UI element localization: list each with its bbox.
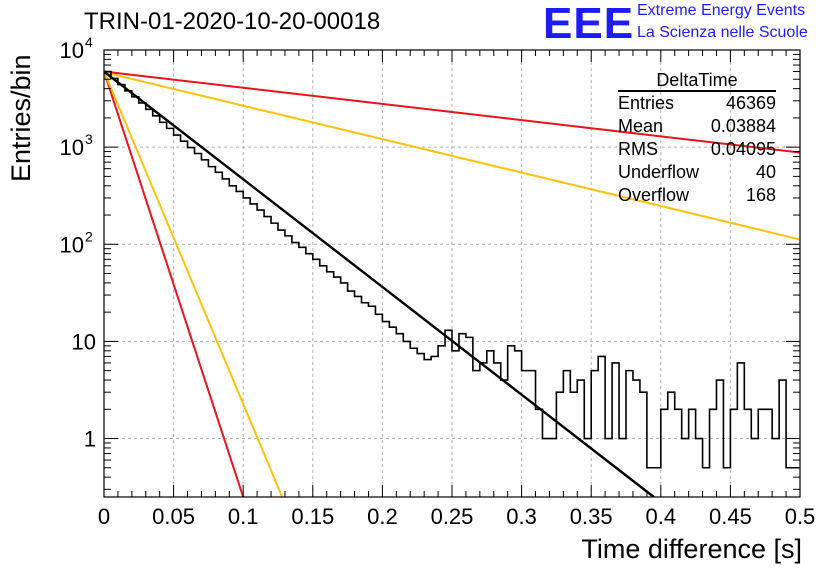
stats-label: RMS xyxy=(618,139,658,159)
stats-value: 0.03884 xyxy=(710,116,776,136)
x-tick-label: 0.15 xyxy=(291,504,334,529)
stats-box: DeltaTime Entries 46369 Mean 0.03884 RMS… xyxy=(612,70,776,207)
axis-ticks xyxy=(103,49,801,497)
x-tick-label: 0.45 xyxy=(709,504,752,529)
stats-row: Underflow 40 xyxy=(612,161,776,184)
y-tick-exponent: 2 xyxy=(85,228,93,244)
stats-label: Mean xyxy=(618,116,664,136)
x-tick-label: 0.05 xyxy=(152,504,195,529)
histogram xyxy=(104,70,800,469)
stats-label: Underflow xyxy=(618,162,700,182)
red-guide-line xyxy=(104,71,245,497)
stats-row: RMS 0.04095 xyxy=(612,138,776,161)
guide-lines xyxy=(104,70,800,497)
x-tick-label: 0.25 xyxy=(431,504,474,529)
y-tick-exponent: 3 xyxy=(85,131,93,147)
stats-value: 168 xyxy=(745,185,776,205)
logo-line-1: Extreme Energy Events xyxy=(637,2,806,19)
x-tick-label: 0.35 xyxy=(570,504,613,529)
yellow-guide-line xyxy=(104,71,284,497)
x-tick-label: 0.4 xyxy=(646,504,677,529)
y-tick-label: 10 xyxy=(72,329,96,354)
x-tick-label: 0.5 xyxy=(785,504,816,529)
logo-line-2: La Scienza nelle Scuole xyxy=(637,24,808,41)
y-tick-label: 1 xyxy=(84,427,96,452)
eee-logo: EEE xyxy=(543,0,635,48)
stats-value: 0.04095 xyxy=(710,139,776,159)
chart-title: TRIN-01-2020-10-20-00018 xyxy=(84,8,381,35)
x-tick-label: 0.1 xyxy=(228,504,259,529)
x-axis-label: Time difference [s] xyxy=(581,534,802,564)
stats-title: DeltaTime xyxy=(618,70,776,92)
stats-label: Overflow xyxy=(618,185,690,205)
fit-line xyxy=(104,70,655,497)
red-guide-line xyxy=(104,70,800,154)
x-tick-label: 0.2 xyxy=(367,504,398,529)
y-axis-label: Entries/bin xyxy=(6,54,36,182)
y-tick-label: 10 xyxy=(60,38,84,63)
stats-label: Entries xyxy=(618,93,675,113)
yellow-guide-line xyxy=(104,71,800,241)
x-tick-labels: 0 0.05 0.1 0.15 0.2 0.25 0.3 0.35 0.4 0.45 0.5 xyxy=(98,504,815,529)
stats-value: 46369 xyxy=(725,93,776,113)
x-tick-label: 0.3 xyxy=(506,504,537,529)
stats-row: Entries 46369 xyxy=(612,92,776,115)
stats-value: 40 xyxy=(755,162,776,182)
y-tick-exponent: 4 xyxy=(85,34,93,50)
exponential-fit xyxy=(104,70,655,497)
y-tick-label: 10 xyxy=(60,135,84,160)
x-tick-label: 0 xyxy=(98,504,110,529)
y-tick-label: 10 xyxy=(60,232,84,257)
stats-row: Mean 0.03884 xyxy=(612,115,776,138)
stats-row: Overflow 168 xyxy=(612,184,776,207)
histogram-bins xyxy=(104,70,800,469)
